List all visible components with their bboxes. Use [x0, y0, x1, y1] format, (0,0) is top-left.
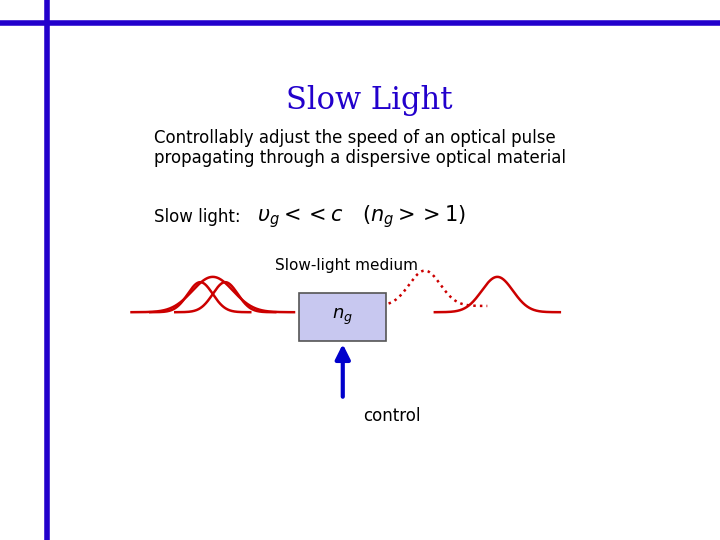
- Text: $\upsilon_g << c \quad (n_g >> 1)$: $\upsilon_g << c \quad (n_g >> 1)$: [258, 203, 467, 230]
- Text: Slow-light medium: Slow-light medium: [275, 258, 418, 273]
- Text: Slow light:: Slow light:: [154, 207, 240, 226]
- Bar: [300, 294, 386, 341]
- Text: $n_g$: $n_g$: [333, 307, 354, 327]
- Text: control: control: [364, 407, 421, 425]
- Text: Slow Light: Slow Light: [286, 85, 452, 116]
- Text: Controllably adjust the speed of an optical pulse
propagating through a dispersi: Controllably adjust the speed of an opti…: [154, 129, 566, 167]
